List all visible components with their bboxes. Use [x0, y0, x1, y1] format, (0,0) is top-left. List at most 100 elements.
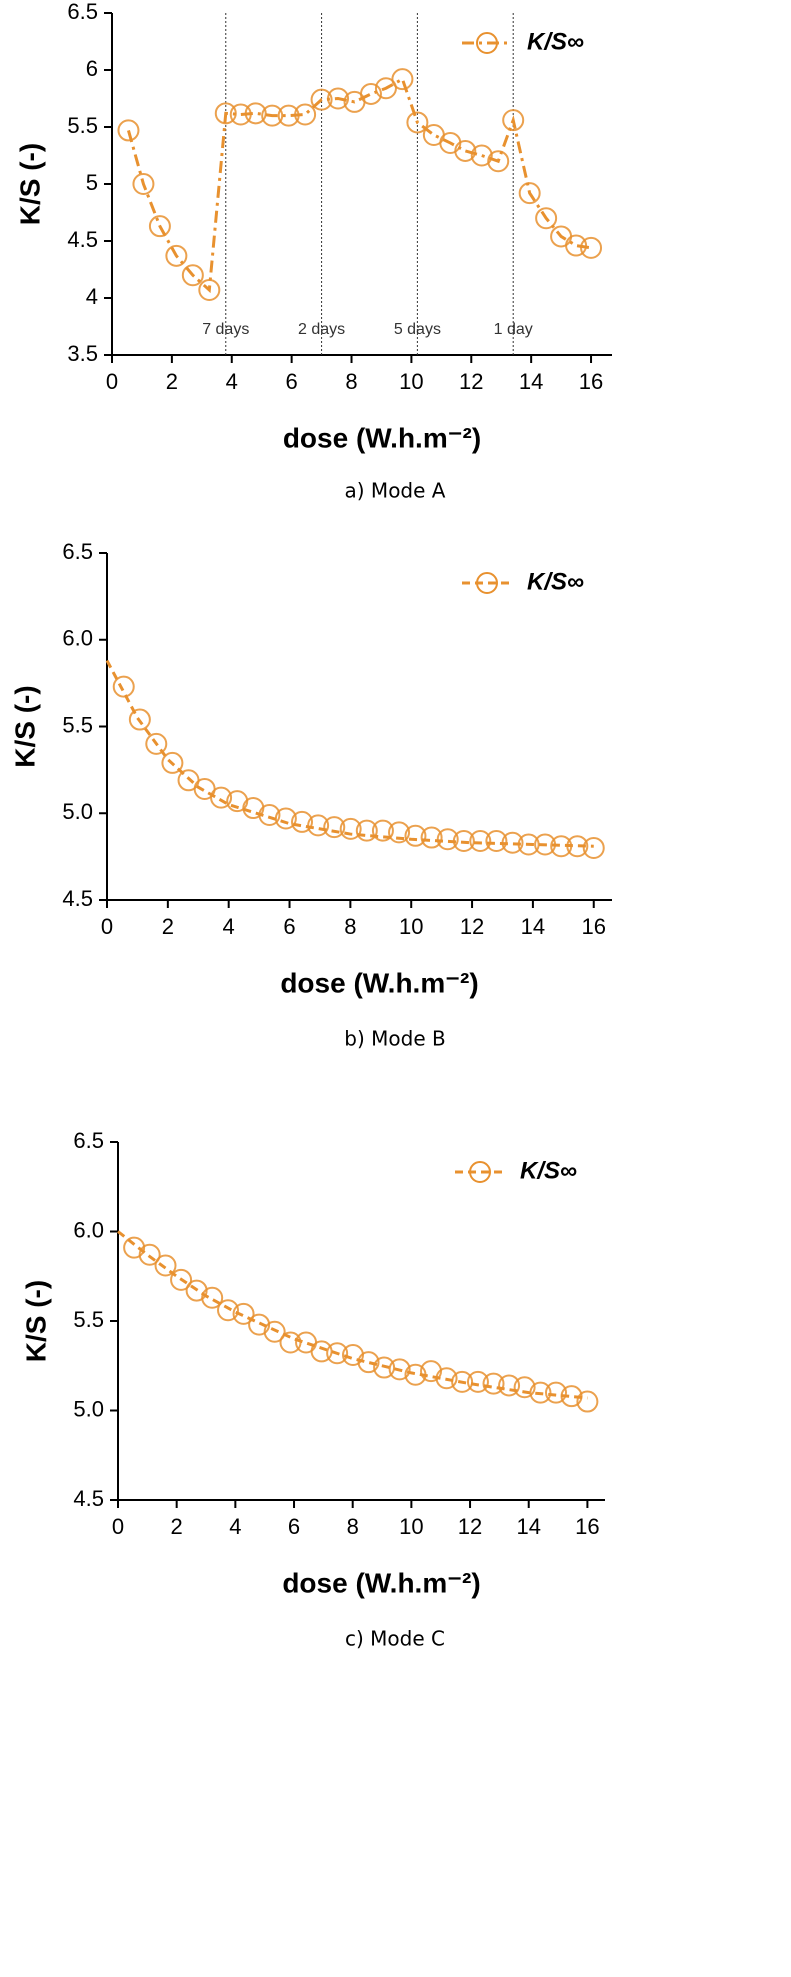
x-tick-label: 2: [166, 369, 178, 394]
x-tick-label: 2: [162, 914, 174, 939]
data-point: [117, 119, 140, 142]
data-point: [580, 236, 603, 259]
x-tick-label: 12: [459, 369, 483, 394]
data-point: [310, 1340, 333, 1363]
data-point: [466, 1370, 489, 1393]
data-point: [518, 182, 541, 205]
data-point: [482, 1372, 505, 1395]
data-point: [148, 215, 171, 238]
x-tick-label: 6: [283, 914, 295, 939]
y-tick-label: 6.5: [73, 1128, 104, 1153]
data-point: [470, 144, 493, 167]
data-point: [545, 1381, 568, 1404]
data-point: [261, 104, 284, 127]
y-tick-label: 6.0: [73, 1217, 104, 1242]
y-axis-label: K/S (-): [14, 143, 45, 225]
data-point: [452, 830, 475, 853]
data-point: [229, 103, 252, 126]
data-point: [161, 751, 184, 774]
legend-label: K/S∞: [520, 1157, 577, 1184]
event-label: 5 days: [394, 321, 441, 338]
data-point: [294, 103, 317, 126]
data-point: [534, 833, 557, 856]
data-point: [469, 830, 492, 853]
data-point: [128, 708, 151, 731]
data-point: [550, 835, 573, 858]
legend-marker: [469, 1161, 491, 1183]
data-point: [291, 810, 314, 833]
data-point: [454, 139, 477, 162]
data-point: [355, 819, 378, 842]
data-point: [406, 111, 429, 134]
data-point: [170, 1268, 193, 1291]
data-point: [502, 109, 525, 132]
data-point: [498, 1374, 521, 1397]
data-point: [501, 831, 524, 854]
data-point: [279, 1331, 302, 1354]
data-point: [210, 786, 233, 809]
data-point: [435, 1367, 458, 1390]
data-point: [327, 87, 350, 110]
event-label: 7 days: [202, 321, 249, 338]
y-tick-label: 4: [86, 284, 98, 309]
data-point: [517, 833, 540, 856]
x-tick-label: 8: [345, 369, 357, 394]
x-tick-label: 12: [458, 1514, 482, 1539]
data-point: [485, 830, 508, 853]
x-axis-label: dose (W.h.m⁻²): [282, 1567, 480, 1598]
data-point: [198, 279, 221, 302]
data-point: [112, 675, 135, 698]
x-tick-label: 0: [101, 914, 113, 939]
data-point: [513, 1376, 536, 1399]
x-tick-label: 14: [516, 1514, 540, 1539]
x-tick-label: 4: [229, 1514, 241, 1539]
data-point: [258, 803, 281, 826]
data-point: [436, 828, 459, 851]
data-point: [576, 1390, 599, 1413]
legend-label: K/S∞: [527, 28, 584, 55]
data-point: [323, 816, 346, 839]
data-point: [451, 1370, 474, 1393]
data-point: [201, 1286, 224, 1309]
caption: b) Mode B: [344, 1027, 445, 1051]
x-tick-label: 0: [112, 1514, 124, 1539]
y-tick-label: 6: [86, 56, 98, 81]
data-point: [359, 82, 382, 105]
event-label: 2 days: [298, 321, 345, 338]
x-tick-label: 16: [579, 369, 603, 394]
data-point: [357, 1351, 380, 1374]
x-tick-label: 4: [223, 914, 235, 939]
x-axis-label: dose (W.h.m⁻²): [280, 967, 478, 998]
data-point: [214, 102, 237, 125]
data-point: [374, 77, 397, 100]
data-point: [560, 1385, 583, 1408]
x-tick-label: 16: [582, 914, 606, 939]
y-axis-label: K/S (-): [9, 685, 40, 767]
y-tick-label: 4.5: [67, 227, 98, 252]
data-point: [181, 264, 204, 287]
x-tick-label: 6: [288, 1514, 300, 1539]
y-tick-label: 5.5: [73, 1307, 104, 1332]
data-point: [535, 207, 558, 230]
data-point: [274, 807, 297, 830]
x-tick-label: 8: [347, 1514, 359, 1539]
legend-marker: [476, 32, 498, 54]
y-tick-label: 5.5: [67, 113, 98, 138]
data-point: [217, 1299, 240, 1322]
event-label: 1 day: [494, 321, 533, 338]
y-tick-label: 5.5: [62, 712, 93, 737]
data-point: [123, 1236, 146, 1259]
data-point: [307, 814, 330, 837]
data-point: [145, 732, 168, 755]
data-point: [132, 173, 155, 195]
data-point: [232, 1302, 255, 1325]
x-tick-label: 2: [171, 1514, 183, 1539]
y-tick-label: 5.0: [73, 1396, 104, 1421]
data-point: [388, 821, 411, 844]
x-tick-label: 10: [399, 369, 423, 394]
data-point: [244, 102, 267, 125]
y-tick-label: 4.5: [62, 886, 93, 911]
x-tick-label: 4: [226, 369, 238, 394]
data-point: [263, 1320, 286, 1343]
